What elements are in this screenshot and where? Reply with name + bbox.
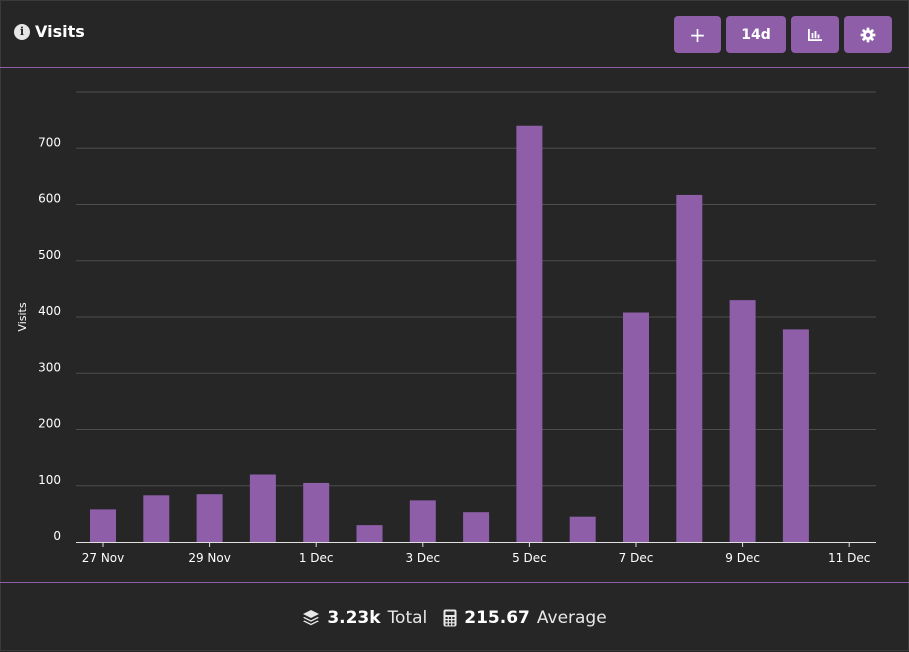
x-tick-label: 11 Dec [828, 551, 870, 565]
bar-10-dec[interactable] [782, 329, 809, 542]
bar-7-dec[interactable] [623, 312, 649, 543]
bar-9-dec[interactable] [729, 300, 756, 542]
visits-bar-chart: 0 100 200 300 400 500 600 700 27 Nov 29 Nov 1 Dec… [16, 91, 876, 565]
gear-icon [860, 27, 876, 42]
bar-1-dec[interactable] [303, 482, 330, 542]
average-value: 215.67 [464, 607, 530, 628]
average-label: Average [536, 607, 607, 628]
y-tick-label: 100 [38, 473, 61, 487]
x-tick-label: 27 Nov [82, 551, 125, 565]
add-button[interactable]: + [674, 16, 721, 53]
title-text: Visits [35, 22, 85, 41]
bar-27-nov[interactable] [90, 509, 116, 542]
range-button[interactable]: 14d [726, 16, 786, 53]
widget-header: i Visits + 14d [0, 0, 909, 68]
bar-28-nov[interactable] [143, 495, 170, 542]
y-tick-label: 400 [38, 304, 61, 318]
bar-8-dec[interactable] [676, 194, 703, 542]
y-tick-label: 700 [38, 135, 61, 149]
bar-29-nov[interactable] [196, 494, 223, 542]
bar-6-dec[interactable] [569, 516, 596, 542]
bar-30-nov[interactable] [249, 474, 276, 543]
y-axis-ticks: 0 100 200 300 400 500 600 700 [38, 135, 61, 543]
info-icon[interactable]: i [14, 23, 30, 40]
y-tick-label: 500 [38, 248, 61, 262]
y-tick-label: 0 [53, 529, 61, 543]
calculator-icon [443, 609, 457, 626]
y-tick-label: 200 [38, 417, 61, 431]
x-tick-label: 9 Dec [725, 551, 760, 565]
y-tick-label: 600 [38, 192, 61, 206]
x-tick-label: 29 Nov [188, 551, 231, 565]
x-tick-label: 7 Dec [619, 551, 654, 565]
total-value: 3.23k [327, 607, 381, 628]
x-tick-label: 3 Dec [405, 551, 440, 565]
bar-3-dec[interactable] [409, 500, 436, 542]
summary-footer: 3.23k Total 215.67 Average [0, 582, 909, 652]
x-tick-label: 1 Dec [299, 551, 334, 565]
average-stat: 215.67 Average [443, 607, 607, 628]
y-axis-label: Visits [16, 302, 29, 331]
total-label: Total [387, 607, 428, 628]
settings-button[interactable] [844, 16, 892, 53]
chart-area: 0 100 200 300 400 500 600 700 27 Nov 29 Nov 1 Dec… [0, 68, 909, 582]
bar-5-dec[interactable] [516, 125, 543, 542]
y-tick-label: 300 [38, 360, 61, 374]
chart-type-button[interactable] [791, 16, 839, 53]
bar-4-dec[interactable] [463, 512, 490, 542]
layers-icon [303, 609, 320, 625]
grid-lines [76, 91, 876, 487]
x-axis: 27 Nov 29 Nov 1 Dec 3 Dec 5 Dec 7 Dec 9 Dec 11 … [76, 542, 876, 565]
bar-2-dec[interactable] [356, 525, 383, 542]
widget-title: i Visits [14, 22, 85, 41]
bars [90, 125, 809, 543]
x-tick-label: 5 Dec [512, 551, 547, 565]
total-stat: 3.23k Total [302, 608, 427, 628]
toolbar: + 14d [674, 16, 892, 53]
bar-chart-icon [808, 28, 822, 41]
